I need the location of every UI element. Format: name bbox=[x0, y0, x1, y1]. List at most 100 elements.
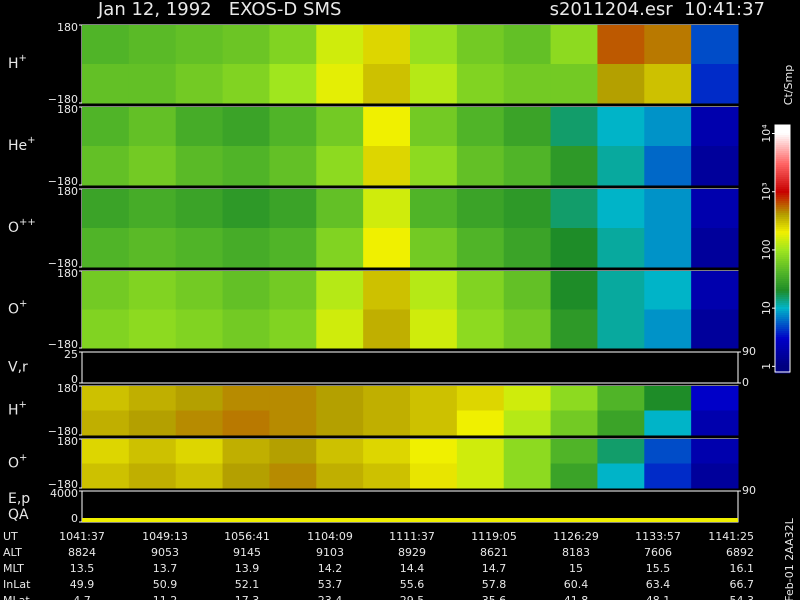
colorbar-band bbox=[775, 353, 790, 356]
panel-label: QA bbox=[8, 507, 29, 523]
table-cell: 23.4 bbox=[318, 594, 343, 600]
y-tick-label: 0 bbox=[71, 512, 78, 525]
colorbar-band bbox=[775, 305, 790, 308]
spectrogram-cell bbox=[363, 228, 411, 268]
spectrogram-cell bbox=[363, 439, 411, 464]
colorbar-band bbox=[775, 197, 790, 200]
colorbar-band bbox=[775, 329, 790, 332]
colorbar-band bbox=[775, 273, 790, 276]
table-cell: 1041:37 bbox=[59, 530, 105, 543]
spectrogram-cell bbox=[456, 410, 505, 436]
colorbar-band bbox=[775, 249, 790, 252]
y-tick-label: 180 bbox=[57, 267, 78, 280]
spectrogram-cell bbox=[597, 107, 645, 147]
colorbar-band bbox=[775, 307, 790, 310]
panel-frame bbox=[81, 351, 739, 384]
colorbar-band bbox=[775, 313, 790, 316]
colorbar-band bbox=[775, 269, 790, 272]
table-cell: 4.7 bbox=[73, 594, 91, 600]
colorbar-band bbox=[775, 161, 790, 164]
spectrogram-cell bbox=[128, 410, 177, 436]
panel-label-sup: + bbox=[27, 135, 35, 146]
table-cell: 29.5 bbox=[400, 594, 425, 600]
colorbar-band bbox=[775, 203, 790, 206]
colorbar-band bbox=[775, 219, 790, 222]
colorbar-band bbox=[775, 213, 790, 216]
spectrogram-cell bbox=[503, 64, 552, 104]
colorbar-band bbox=[775, 369, 790, 372]
spectrogram-cell bbox=[550, 189, 598, 229]
panel-label-sup: + bbox=[19, 299, 27, 310]
spectrogram-cell bbox=[269, 25, 317, 65]
spectrogram-cell bbox=[644, 309, 692, 349]
spectrogram-cell bbox=[82, 439, 130, 464]
colorbar-band bbox=[775, 315, 790, 318]
colorbar-band bbox=[775, 361, 790, 364]
table-cell: 53.7 bbox=[318, 578, 343, 591]
spectrogram-cell bbox=[316, 189, 364, 229]
spectrogram-cell bbox=[222, 146, 270, 186]
colorbar-band bbox=[775, 337, 790, 340]
spectrogram-cell bbox=[691, 410, 739, 436]
table-cell: 8824 bbox=[68, 546, 96, 559]
spectrogram-cell bbox=[644, 410, 692, 436]
spectrogram-cell bbox=[128, 228, 177, 268]
spectrogram-cell bbox=[222, 410, 270, 436]
spectrogram-cell bbox=[222, 107, 270, 147]
spectrogram-cell bbox=[269, 271, 317, 310]
colorbar-band bbox=[775, 325, 790, 328]
spectrogram-cell bbox=[503, 463, 552, 489]
colorbar-frame bbox=[774, 124, 791, 373]
spectrogram-cell bbox=[550, 64, 598, 104]
panel-label-sup: + bbox=[19, 53, 27, 64]
colorbar-band bbox=[775, 133, 790, 136]
panel-label-text: He bbox=[8, 138, 27, 154]
spectrogram-cell bbox=[410, 386, 458, 411]
spectrogram-cell bbox=[456, 439, 505, 464]
colorbar-band bbox=[775, 157, 790, 160]
colorbar-band bbox=[775, 139, 790, 142]
colorbar-band bbox=[775, 195, 790, 198]
colorbar-band bbox=[775, 131, 790, 134]
spectrogram-cell bbox=[456, 189, 505, 229]
colorbar-band bbox=[775, 191, 790, 194]
spectrogram-cell bbox=[269, 64, 317, 104]
colorbar-band bbox=[775, 257, 790, 260]
spectrogram-cell bbox=[691, 386, 739, 411]
colorbar-band bbox=[775, 185, 790, 188]
colorbar-band bbox=[775, 275, 790, 278]
table-cell: 55.6 bbox=[400, 578, 425, 591]
colorbar-band bbox=[775, 209, 790, 212]
table-cell: 1141:25 bbox=[708, 530, 754, 543]
spectrogram-cell bbox=[222, 189, 270, 229]
table-cell: 11.2 bbox=[153, 594, 178, 600]
spectrogram-cell bbox=[363, 463, 411, 489]
row-label: MLT bbox=[3, 562, 24, 575]
spectrogram-cell bbox=[691, 463, 739, 489]
panel-frame bbox=[81, 490, 739, 523]
spectrogram-cell bbox=[222, 463, 270, 489]
panel-label-text: E,p bbox=[8, 491, 30, 507]
colorbar-band bbox=[775, 255, 790, 258]
spectrogram-cell bbox=[550, 228, 598, 268]
spectrogram-cell bbox=[316, 309, 364, 349]
spectrogram-cell bbox=[128, 25, 177, 65]
colorbar-band bbox=[775, 303, 790, 306]
colorbar-band bbox=[775, 343, 790, 346]
spectrogram-cell bbox=[691, 439, 739, 464]
panel-label: O+ bbox=[8, 453, 27, 472]
table-cell: 57.8 bbox=[482, 578, 507, 591]
table-cell: 52.1 bbox=[235, 578, 260, 591]
table-cell: 54.3 bbox=[730, 594, 755, 600]
colorbar-band bbox=[775, 283, 790, 286]
spectrogram-cell bbox=[597, 309, 645, 349]
colorbar-band bbox=[775, 201, 790, 204]
spectrogram-cell bbox=[503, 410, 552, 436]
spectrogram-cell bbox=[597, 228, 645, 268]
spectrogram-cell bbox=[691, 25, 739, 65]
spectrogram-cell bbox=[410, 146, 458, 186]
spectrogram-cell bbox=[269, 463, 317, 489]
y-tick-label: −180 bbox=[48, 257, 78, 270]
